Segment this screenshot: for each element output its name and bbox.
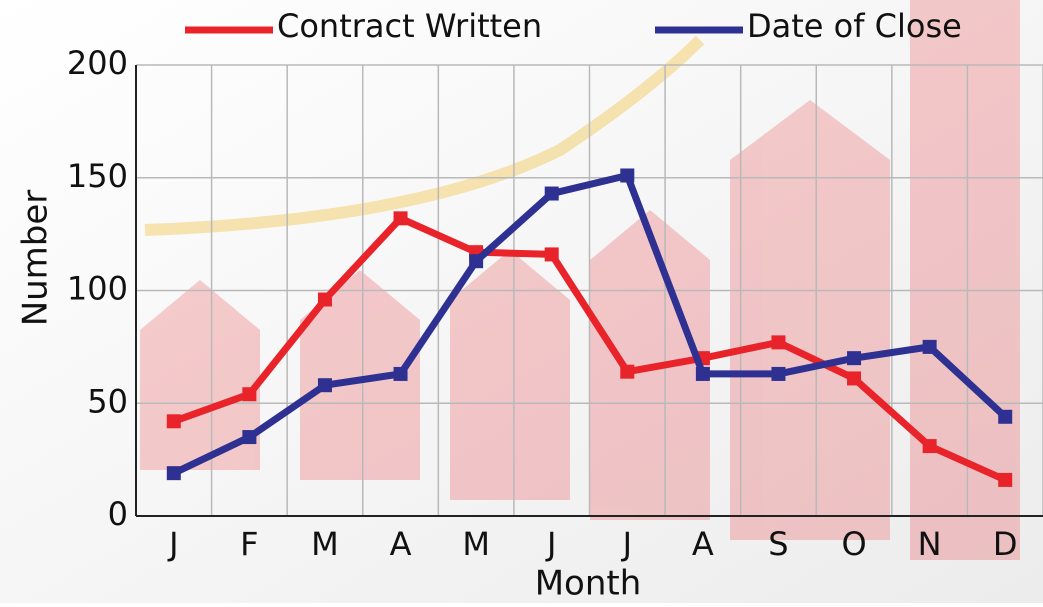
data-point — [620, 168, 635, 183]
x-tick-label: O — [841, 525, 866, 563]
data-point — [771, 366, 786, 381]
x-tick-label: F — [240, 525, 258, 563]
data-point — [393, 211, 408, 226]
series-line — [172, 171, 1008, 477]
data-point — [242, 430, 257, 445]
y-tick-label: 0 — [108, 495, 128, 533]
y-tick-label: 50 — [87, 382, 128, 420]
x-axis-label: Month — [535, 564, 642, 604]
data-point — [166, 466, 181, 481]
legend-label: Contract Written — [277, 7, 542, 45]
y-axis-label: Number — [16, 190, 56, 327]
data-point — [998, 409, 1013, 424]
data-point — [544, 186, 559, 201]
data-point — [544, 247, 559, 262]
y-tick-label: 200 — [67, 44, 128, 82]
y-tick-label: 100 — [67, 270, 128, 308]
data-point — [998, 472, 1013, 487]
data-point — [847, 351, 862, 366]
data-point — [771, 335, 786, 350]
decoration — [140, 0, 1020, 560]
data-point — [469, 254, 484, 269]
x-tick-label: M — [311, 525, 339, 563]
x-tick-label: D — [993, 525, 1018, 563]
legend-label: Date of Close — [747, 7, 962, 45]
data-point — [922, 439, 937, 454]
decoration — [144, 35, 705, 236]
x-tick-label: J — [621, 525, 632, 563]
data-point — [242, 387, 257, 402]
data-point — [317, 378, 332, 393]
x-tick-label: A — [692, 525, 714, 563]
data-point — [620, 364, 635, 379]
x-tick-label: S — [768, 525, 788, 563]
data-point — [393, 366, 408, 381]
data-point — [847, 371, 862, 386]
data-point — [695, 366, 710, 381]
data-point — [166, 414, 181, 429]
y-tick-label: 150 — [67, 157, 128, 195]
x-tick-label: N — [918, 525, 942, 563]
series-line — [172, 214, 1007, 484]
data-point — [922, 339, 937, 354]
x-tick-label: A — [390, 525, 412, 563]
x-tick-label: J — [545, 525, 556, 563]
x-tick-label: J — [167, 525, 178, 563]
data-point — [317, 292, 332, 307]
x-tick-label: M — [462, 525, 490, 563]
